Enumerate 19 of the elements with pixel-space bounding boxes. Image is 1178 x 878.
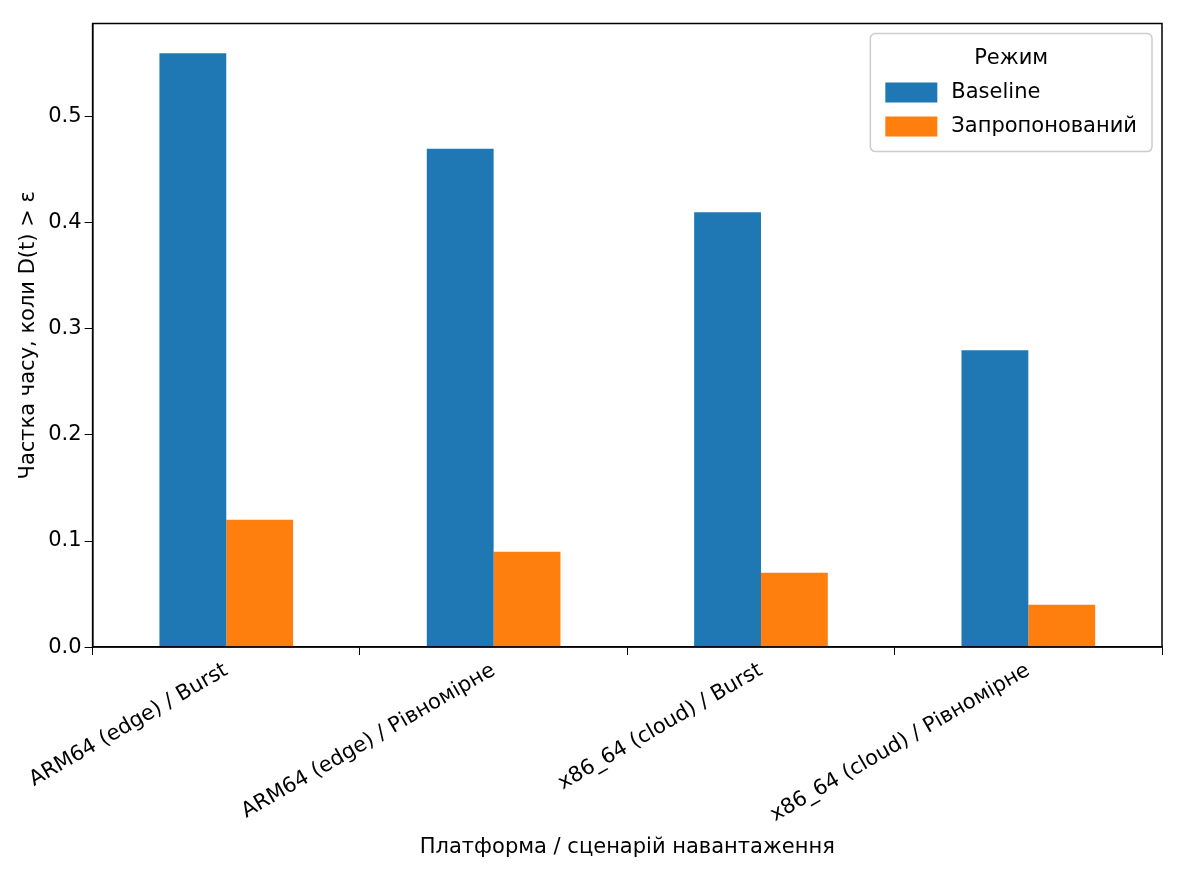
legend-title: Режим	[974, 45, 1049, 70]
bar	[493, 551, 561, 647]
bar	[760, 572, 828, 647]
bar	[426, 148, 494, 647]
x-axis-title: Платформа / сценарій навантаження	[419, 833, 835, 858]
bar	[961, 350, 1029, 647]
y-axis-title: Частка часу, коли D(t) > ε	[15, 191, 40, 480]
y-tick-label: 0.0	[48, 633, 82, 658]
legend-label: Запропонований	[951, 113, 1137, 138]
y-tick-label: 0.2	[48, 421, 82, 446]
y-tick-label: 0.3	[48, 315, 82, 340]
legend-label: Baseline	[951, 79, 1041, 104]
bar	[226, 519, 294, 647]
y-tick-label: 0.1	[48, 527, 82, 552]
y-tick-label: 0.5	[48, 103, 82, 128]
bar	[694, 212, 761, 647]
y-tick-label: 0.4	[48, 209, 82, 234]
bar	[1028, 604, 1096, 647]
bar	[159, 53, 227, 647]
